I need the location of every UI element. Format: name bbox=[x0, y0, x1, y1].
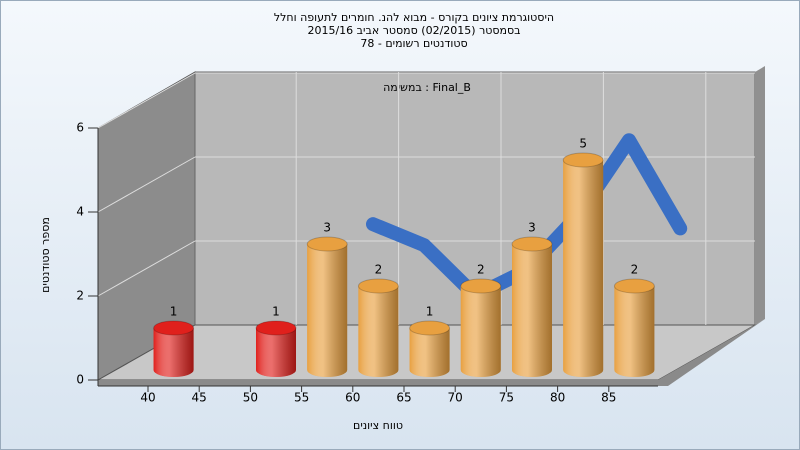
x-tick-label: 50 bbox=[243, 391, 258, 405]
x-tick-label: 45 bbox=[192, 391, 207, 405]
bar bbox=[255, 320, 297, 377]
y-tick-label: 0 bbox=[76, 373, 84, 387]
x-tick-label: 55 bbox=[294, 391, 309, 405]
grid-line bbox=[97, 240, 196, 297]
bar-shade bbox=[256, 328, 296, 377]
bar-top bbox=[357, 278, 399, 294]
wall-edge bbox=[755, 66, 765, 325]
chart-title: היסטוגרמת ציונים בקורס - מבוא להנ. חומרי… bbox=[274, 11, 554, 24]
bar bbox=[153, 320, 195, 377]
value-label: 1 bbox=[426, 305, 434, 319]
bar bbox=[511, 236, 553, 377]
chart-title: בסמסטר (02/2015) סמסטר אביב 2015/16 bbox=[307, 24, 520, 37]
value-label: 5 bbox=[579, 137, 587, 151]
y-tick-label: 2 bbox=[76, 289, 84, 303]
bar-shade bbox=[460, 286, 501, 377]
value-label: 2 bbox=[631, 263, 639, 277]
value-label: 1 bbox=[170, 305, 178, 319]
bar-shade bbox=[563, 160, 604, 377]
bar bbox=[460, 278, 502, 377]
bar-shade bbox=[614, 286, 655, 377]
value-label: 3 bbox=[323, 221, 331, 235]
x-tick-label: 70 bbox=[448, 391, 463, 405]
bar bbox=[306, 236, 348, 377]
value-label: 1 bbox=[272, 305, 280, 319]
bar-shade bbox=[512, 244, 552, 377]
grid-line bbox=[97, 156, 196, 213]
bar-shade bbox=[409, 328, 450, 377]
x-tick-label: 65 bbox=[396, 391, 411, 405]
chart-title: סטודנטים רשומים - 78 bbox=[360, 37, 467, 50]
bar-shade bbox=[307, 244, 348, 377]
x-tick-label: 80 bbox=[550, 391, 565, 405]
bar bbox=[409, 320, 451, 377]
bar-top bbox=[255, 320, 297, 336]
bar-shade bbox=[358, 286, 399, 377]
bar-top bbox=[409, 320, 451, 336]
y-tick-label: 6 bbox=[76, 121, 84, 135]
value-label: 2 bbox=[477, 263, 485, 277]
x-tick-label: 40 bbox=[140, 391, 155, 405]
bar-top bbox=[153, 320, 195, 336]
x-tick-label: 85 bbox=[601, 391, 616, 405]
bar-top bbox=[511, 236, 553, 252]
value-label: 2 bbox=[375, 263, 383, 277]
value-label: 3 bbox=[528, 221, 536, 235]
y-tick-label: 4 bbox=[76, 205, 84, 219]
y-axis-title: מספר סטודנטים bbox=[39, 217, 52, 293]
bar-top bbox=[613, 278, 655, 294]
bar-top bbox=[562, 152, 604, 168]
bar bbox=[562, 152, 604, 377]
x-tick-label: 75 bbox=[499, 391, 514, 405]
x-axis-title: טווח ציונים bbox=[353, 419, 403, 432]
bar-top bbox=[306, 236, 348, 252]
annotation: במשימה : Final_B bbox=[383, 81, 471, 94]
x-tick-label: 60 bbox=[345, 391, 360, 405]
grid-line bbox=[97, 72, 196, 129]
bar-shade bbox=[153, 328, 194, 377]
bar bbox=[613, 278, 655, 377]
bar bbox=[357, 278, 399, 377]
bar-top bbox=[460, 278, 502, 294]
